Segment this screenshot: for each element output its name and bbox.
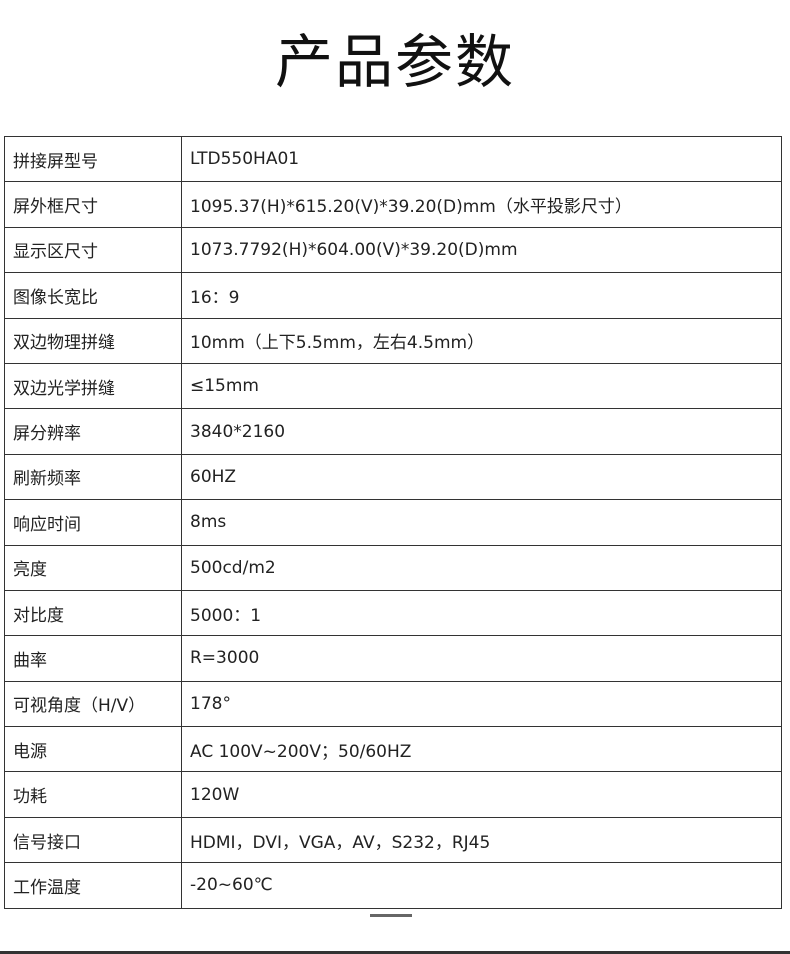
spec-value: 500cd/m2 (181, 544, 782, 591)
spec-label: 拼接屏型号 (4, 135, 182, 183)
spec-value: LTD550HA01 (181, 135, 782, 183)
spec-value: 8ms (181, 499, 782, 546)
spec-label: 图像长宽比 (4, 272, 182, 319)
table-row: 工作温度 -20~60℃ (4, 862, 782, 909)
table-row: 拼接屏型号 LTD550HA01 (4, 135, 782, 183)
spec-label: 可视角度（H/V） (4, 680, 182, 728)
table-row: 屏分辨率 3840*2160 (4, 408, 782, 455)
table-row: 刷新频率 60HZ (4, 453, 782, 501)
table-row: 双边光学拼缝 ≤15mm (4, 362, 782, 410)
spec-value: 16：9 (181, 272, 782, 319)
bottom-divider (0, 951, 790, 954)
table-row: 屏外框尺寸 1095.37(H)*615.20(V)*39.20(D)mm（水平投… (4, 181, 782, 228)
spec-value: 120W (181, 771, 782, 818)
table-row: 信号接口 HDMI，DVI，VGA，AV，S232，RJ45 (4, 816, 782, 864)
spec-label: 双边光学拼缝 (4, 362, 182, 410)
spec-value: 10mm（上下5.5mm，左右4.5mm） (181, 317, 782, 364)
spec-value: AC 100V~200V；50/60HZ (181, 726, 782, 773)
spec-label: 信号接口 (4, 816, 182, 864)
page-title: 产品参数 (274, 28, 515, 96)
spec-label: 屏分辨率 (4, 408, 182, 455)
spec-value: 3840*2160 (181, 408, 782, 455)
spec-value: ≤15mm (181, 362, 782, 410)
table-row: 曲率 R=3000 (4, 635, 782, 682)
table-row: 亮度 500cd/m2 (4, 544, 782, 591)
spec-label: 显示区尺寸 (4, 226, 182, 274)
table-row: 双边物理拼缝 10mm（上下5.5mm，左右4.5mm） (4, 317, 782, 364)
spec-label: 亮度 (4, 544, 182, 591)
table-row: 对比度 5000：1 (4, 589, 782, 637)
spec-value: HDMI，DVI，VGA，AV，S232，RJ45 (181, 816, 782, 864)
spec-table: 拼接屏型号 LTD550HA01 屏外框尺寸 1095.37(H)*615.20(V)… (4, 135, 782, 909)
spec-value: 1095.37(H)*615.20(V)*39.20(D)mm（水平投影尺寸） (181, 181, 782, 228)
table-row: 显示区尺寸 1073.7792(H)*604.00(V)*39.20(D)mm (4, 226, 782, 274)
spec-value: 1073.7792(H)*604.00(V)*39.20(D)mm (181, 226, 782, 274)
spec-value: R=3000 (181, 635, 782, 682)
spec-label: 曲率 (4, 635, 182, 682)
spec-value: 5000：1 (181, 589, 782, 637)
spec-label: 电源 (4, 726, 182, 773)
spec-label: 屏外框尺寸 (4, 181, 182, 228)
spec-value: 60HZ (181, 453, 782, 501)
spec-value: 178° (181, 680, 782, 728)
table-row: 功耗 120W (4, 771, 782, 818)
table-row: 图像长宽比 16：9 (4, 272, 782, 319)
table-row: 响应时间 8ms (4, 499, 782, 546)
divider (370, 914, 412, 917)
spec-label: 对比度 (4, 589, 182, 637)
spec-label: 响应时间 (4, 499, 182, 546)
spec-label: 工作温度 (4, 862, 182, 909)
spec-value: -20~60℃ (181, 862, 782, 909)
spec-label: 双边物理拼缝 (4, 317, 182, 364)
table-row: 电源 AC 100V~200V；50/60HZ (4, 726, 782, 773)
spec-label: 功耗 (4, 771, 182, 818)
table-row: 可视角度（H/V） 178° (4, 680, 782, 728)
spec-label: 刷新频率 (4, 453, 182, 501)
